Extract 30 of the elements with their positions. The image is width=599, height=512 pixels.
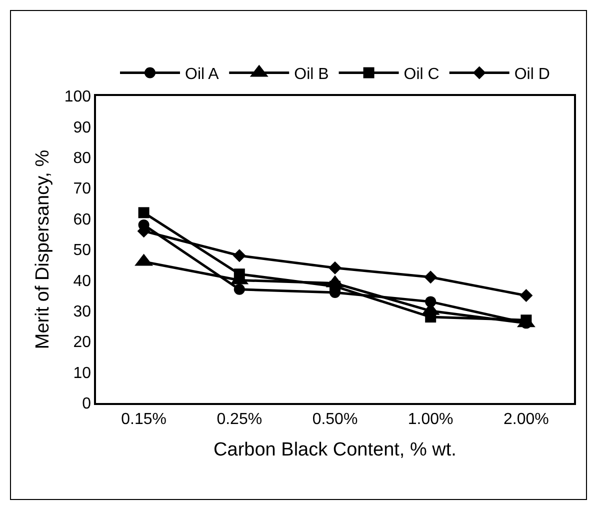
y-tick-label: 40 (73, 272, 92, 290)
legend-label: Oil B (294, 66, 329, 83)
y-tick-label: 90 (73, 119, 92, 136)
y-tick-label: 20 (73, 334, 92, 352)
x-tick-label: 0.25% (216, 410, 262, 428)
y-tick-label: 100 (64, 88, 92, 106)
x-tick-label: 0.50% (312, 410, 358, 428)
y-tick-label: 0 (82, 396, 92, 413)
x-tick-label: 0.15% (121, 410, 166, 428)
point (232, 249, 246, 262)
y-tick-label: 50 (73, 242, 92, 260)
point (328, 261, 342, 274)
point (234, 268, 245, 280)
point (520, 289, 533, 302)
y-tick-label: 70 (73, 180, 92, 198)
point (138, 207, 150, 218)
y-tick-label: 60 (73, 211, 92, 228)
point (424, 270, 438, 284)
y-tick-label: 10 (73, 364, 92, 382)
point (234, 284, 245, 295)
x-axis-title: Carbon Black Content, % wt. (214, 439, 456, 460)
legend-label: Oil C (404, 66, 440, 83)
legend-label: Oil D (514, 66, 550, 83)
chart-frame: 0.15% 0.25% 0.50% 1.00% 2.00% 0 10 20 30 40 50 60 70 80 90 100 Oil A Oil B Oil C Oil D Carbon Black Content, % wt. Merit of Dispersancy, % (10, 10, 587, 500)
x-tick-label: 1.00% (408, 410, 454, 428)
x-tick-label: 2.00% (504, 410, 549, 428)
y-tick-label: 80 (73, 150, 92, 167)
y-axis-title: Merit of Dispersancy, % (32, 150, 54, 350)
legend-label: Oil A (185, 66, 220, 83)
y-tick-label: 30 (73, 304, 92, 320)
